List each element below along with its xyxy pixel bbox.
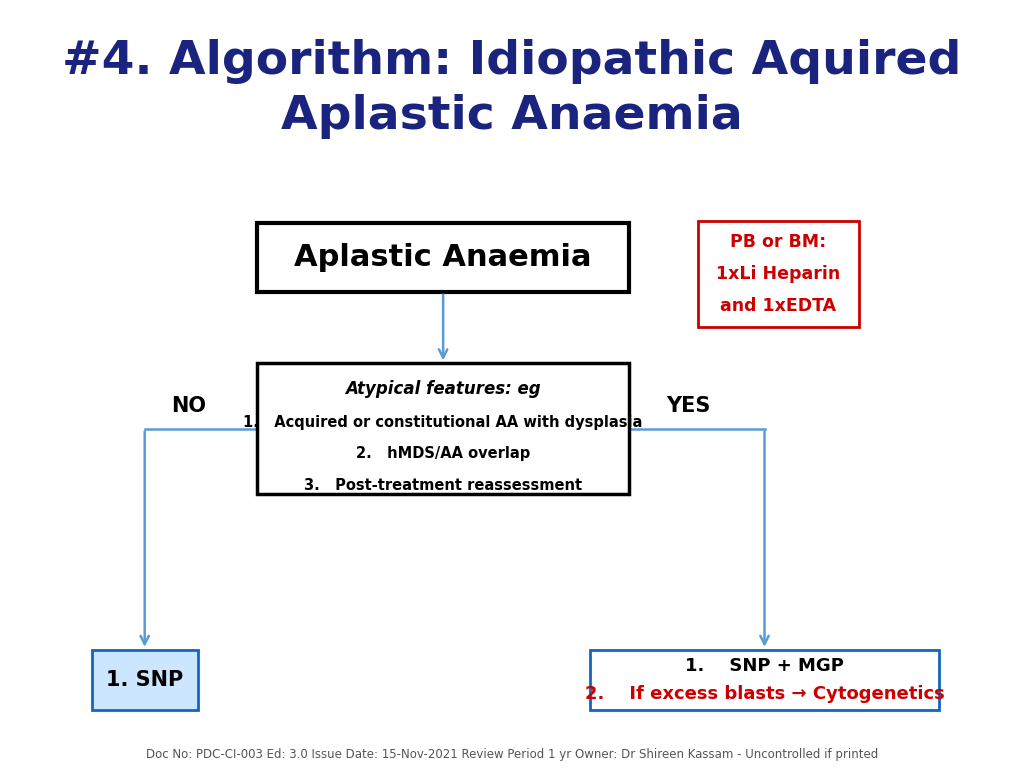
FancyBboxPatch shape xyxy=(257,223,629,292)
Text: 1. SNP: 1. SNP xyxy=(106,670,183,690)
Text: Atypical features: eg: Atypical features: eg xyxy=(345,379,541,398)
Text: and 1xEDTA: and 1xEDTA xyxy=(720,297,837,316)
Text: Doc No: PDC-CI-003 Ed: 3.0 Issue Date: 15-Nov-2021 Review Period 1 yr Owner: Dr : Doc No: PDC-CI-003 Ed: 3.0 Issue Date: 1… xyxy=(145,748,879,760)
Text: YES: YES xyxy=(667,396,711,415)
Text: 1xLi Heparin: 1xLi Heparin xyxy=(716,265,841,283)
Text: 1.    SNP + MGP: 1. SNP + MGP xyxy=(685,657,844,675)
FancyBboxPatch shape xyxy=(257,363,629,494)
Text: 2.    If excess blasts → Cytogenetics: 2. If excess blasts → Cytogenetics xyxy=(585,684,944,703)
Text: NO: NO xyxy=(171,396,206,415)
Text: 2.   hMDS/AA overlap: 2. hMDS/AA overlap xyxy=(356,446,530,462)
Text: PB or BM:: PB or BM: xyxy=(730,233,826,251)
Text: 1.   Acquired or constitutional AA with dysplasia: 1. Acquired or constitutional AA with dy… xyxy=(244,415,643,430)
Text: 3.   Post-treatment reassessment: 3. Post-treatment reassessment xyxy=(304,478,583,493)
FancyBboxPatch shape xyxy=(590,650,939,710)
FancyBboxPatch shape xyxy=(92,650,198,710)
Text: Aplastic Anaemia: Aplastic Anaemia xyxy=(282,94,742,139)
Text: Aplastic Anaemia: Aplastic Anaemia xyxy=(294,243,592,272)
FancyBboxPatch shape xyxy=(698,221,859,327)
Text: #4. Algorithm: Idiopathic Aquired: #4. Algorithm: Idiopathic Aquired xyxy=(62,39,962,84)
